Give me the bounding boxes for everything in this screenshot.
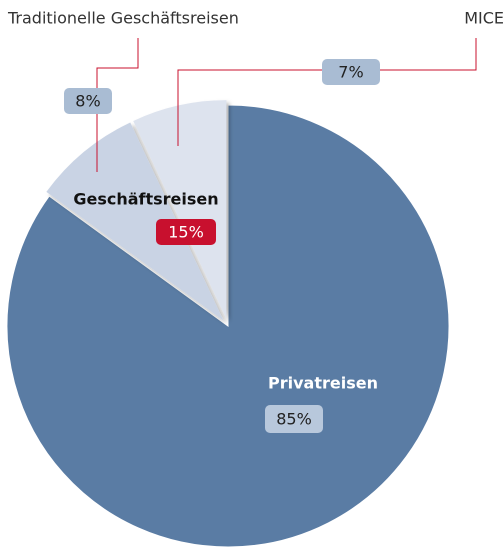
leader-line	[177, 69, 322, 146]
leader-line	[380, 38, 477, 71]
leader-line	[96, 38, 139, 88]
value-label: 85%	[276, 410, 312, 429]
label-box	[322, 59, 380, 85]
label-box	[64, 88, 112, 114]
group-value: 15%	[168, 223, 204, 242]
category-label: Privatreisen	[268, 374, 378, 393]
group-label: Geschäftsreisen	[73, 190, 218, 209]
value-label: 8%	[75, 92, 100, 111]
pie	[6, 100, 450, 548]
label-box	[156, 219, 216, 245]
category-label: MICE	[464, 9, 504, 28]
pie-slice	[133, 100, 227, 320]
pie-slice	[46, 122, 224, 321]
labels: Traditionelle Geschäftsreisen MICE 8% 7% Ges…	[7, 9, 504, 433]
label-box	[265, 405, 323, 433]
pie-slice	[6, 104, 450, 548]
value-label: 7%	[338, 63, 363, 82]
category-label: Traditionelle Geschäftsreisen	[7, 9, 239, 28]
